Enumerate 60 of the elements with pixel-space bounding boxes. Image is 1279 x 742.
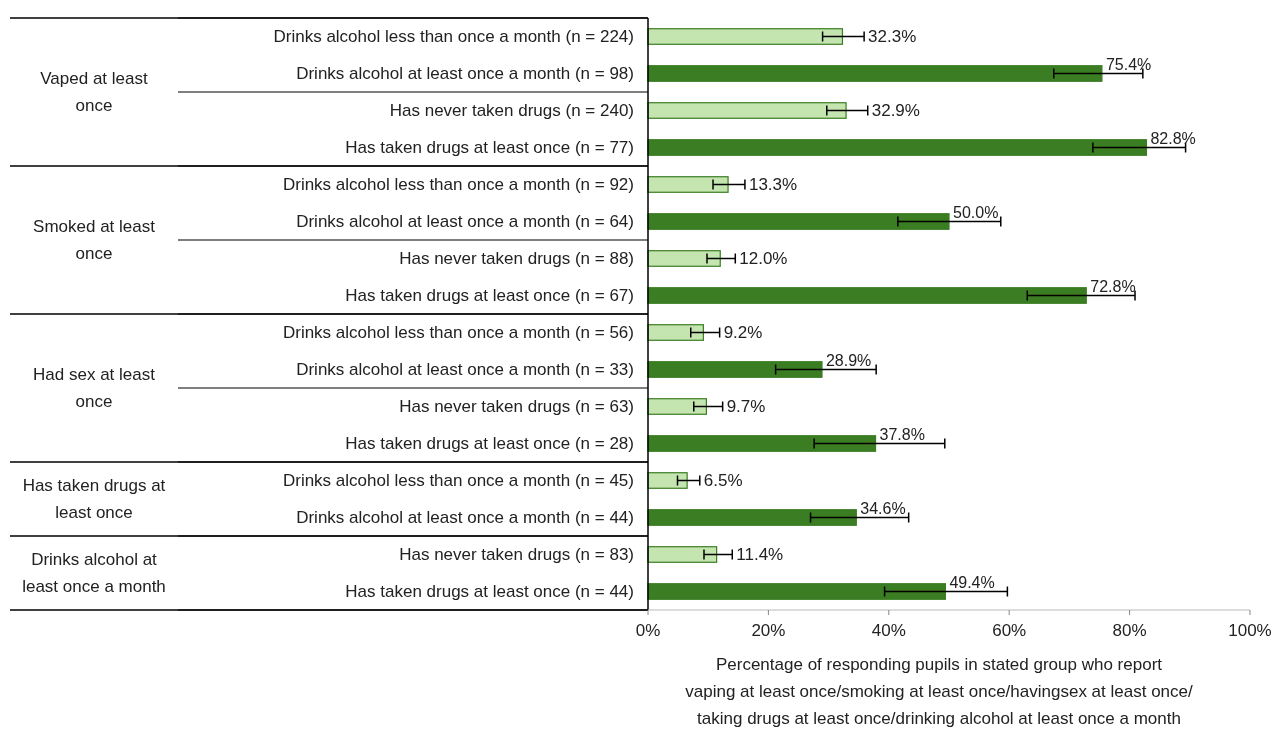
bar (647, 250, 721, 267)
bar (647, 324, 704, 341)
x-axis-title: Percentage of responding pupils in stated group who report vaping at least once/smoking at least once/havingsex at least once/ taking drugs at least once/drinking alcohol at least once a month (685, 655, 1194, 728)
bar (647, 472, 688, 489)
data-label: 34.6% (860, 499, 906, 517)
bar (647, 361, 823, 378)
y-tick-label: Drinks alcohol at least once a month (n = 33) (296, 360, 634, 380)
bar (647, 398, 707, 415)
data-label: 28.9% (825, 351, 872, 369)
bar (647, 583, 946, 600)
y-tick-label: Drinks alcohol less than once a month (n = 92) (282, 175, 634, 195)
y-tick-label: Has taken drugs at least once (n = 28) (345, 434, 634, 454)
bar (647, 435, 877, 452)
y-tick-label: Has never taken drugs (n = 240) (389, 101, 634, 121)
data-label: 50.0% (953, 203, 999, 221)
y-tick-label: Drinks alcohol at least once a month (n = 64) (296, 212, 634, 232)
data-label: 49.4% (949, 573, 995, 591)
data-label: 75.4% (1105, 55, 1152, 73)
x-tick-label: 20% (751, 621, 786, 640)
bar (647, 176, 729, 193)
bar (647, 546, 718, 563)
x-tick-label: 60% (992, 621, 1027, 640)
data-label: 6.5% (703, 471, 743, 491)
bar (647, 509, 857, 526)
y-tick-label: Has never taken drugs (n = 63) (399, 397, 634, 417)
data-label: 12.0% (739, 249, 788, 269)
bar (647, 287, 1087, 304)
bar (647, 28, 844, 45)
x-tick-label: 80% (1112, 621, 1147, 640)
x-tick-label: 100% (1228, 621, 1272, 640)
x-tick-label: 40% (871, 621, 906, 640)
data-label: 32.3% (868, 27, 917, 47)
y-tick-label: Has never taken drugs (n = 83) (399, 545, 634, 565)
data-label: 32.9% (871, 101, 920, 121)
text: Drinks alcohol at least once a month (22, 550, 166, 597)
data-label: 9.2% (723, 323, 763, 343)
bar (647, 213, 950, 230)
text: Smoked at least once (33, 217, 156, 264)
x-tick-label: 0% (635, 621, 661, 640)
text: Has taken drugs at least once (22, 476, 166, 523)
y-tick-label: Drinks alcohol less than once a month (n = 56) (282, 323, 634, 343)
text: Had sex at least once (33, 365, 156, 412)
y-tick-label: Drinks alcohol at least once a month (n = 44) (296, 508, 634, 528)
data-label: 11.4% (736, 545, 784, 565)
y-tick-label: Drinks alcohol less than once a month (n = 45) (282, 471, 634, 491)
y-tick-label: Has taken drugs at least once (n = 67) (345, 286, 634, 306)
y-tick-label: Drinks alcohol at least once a month (n = 98) (296, 64, 634, 84)
bar (647, 65, 1103, 82)
data-label: 9.7% (726, 397, 766, 417)
y-tick-label: Drinks alcohol less than once a month (n = 224) (273, 27, 634, 47)
data-label: 37.8% (879, 425, 925, 443)
data-label: 13.3% (748, 175, 798, 195)
bar (647, 102, 847, 119)
data-label: 82.8% (1150, 129, 1196, 147)
y-tick-label: Has never taken drugs (n = 88) (399, 249, 634, 269)
data-label: 72.8% (1090, 277, 1136, 295)
bar (647, 139, 1148, 156)
y-tick-label: Has taken drugs at least once (n = 44) (345, 582, 634, 602)
text: Vaped at least once (40, 69, 148, 116)
y-tick-label: Has taken drugs at least once (n = 77) (345, 138, 634, 158)
